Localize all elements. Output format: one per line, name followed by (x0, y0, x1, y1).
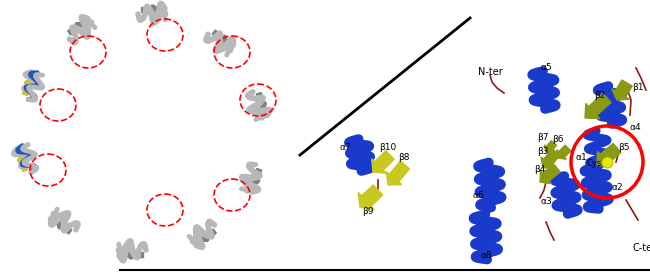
Polygon shape (589, 94, 611, 115)
Polygon shape (202, 234, 209, 241)
Polygon shape (372, 159, 386, 173)
Polygon shape (254, 169, 261, 180)
Text: β6: β6 (552, 136, 564, 144)
Polygon shape (361, 185, 383, 206)
Polygon shape (23, 84, 31, 95)
Polygon shape (57, 222, 64, 229)
Text: α1: α1 (575, 153, 587, 163)
Polygon shape (23, 82, 31, 94)
Polygon shape (131, 252, 141, 257)
Text: β2: β2 (594, 92, 606, 100)
Polygon shape (612, 89, 629, 100)
Polygon shape (544, 145, 553, 153)
Polygon shape (56, 221, 63, 228)
Polygon shape (389, 161, 410, 182)
Text: β4: β4 (534, 166, 546, 175)
Polygon shape (125, 251, 131, 259)
Text: C-ter: C-ter (633, 243, 650, 253)
Text: β1: β1 (632, 84, 643, 92)
Text: β7: β7 (538, 133, 549, 142)
Text: N-ter: N-ter (478, 67, 502, 77)
Polygon shape (600, 144, 621, 164)
Polygon shape (543, 164, 560, 181)
Polygon shape (253, 170, 261, 182)
Polygon shape (143, 7, 153, 12)
Polygon shape (258, 103, 266, 110)
Polygon shape (68, 25, 79, 35)
Text: β8: β8 (398, 153, 410, 163)
Polygon shape (252, 178, 260, 185)
Text: α8: α8 (480, 251, 492, 260)
Polygon shape (220, 35, 227, 42)
Polygon shape (18, 155, 26, 162)
Polygon shape (24, 79, 32, 86)
Polygon shape (256, 92, 265, 104)
Text: β5: β5 (618, 144, 630, 153)
Text: α4: α4 (629, 123, 641, 133)
Polygon shape (59, 223, 71, 233)
Text: β10: β10 (380, 144, 396, 153)
Polygon shape (257, 94, 265, 105)
Polygon shape (386, 171, 402, 185)
Polygon shape (60, 224, 72, 234)
Polygon shape (616, 80, 632, 97)
Polygon shape (258, 102, 266, 109)
Polygon shape (141, 7, 151, 12)
Polygon shape (25, 78, 32, 85)
Polygon shape (69, 24, 80, 34)
Text: α5: α5 (540, 64, 552, 73)
Polygon shape (252, 179, 259, 186)
Polygon shape (20, 159, 27, 170)
Polygon shape (541, 157, 554, 168)
Polygon shape (212, 30, 224, 40)
Polygon shape (213, 31, 225, 41)
Polygon shape (127, 251, 133, 259)
Polygon shape (201, 235, 208, 241)
Polygon shape (374, 151, 395, 170)
Polygon shape (205, 229, 216, 239)
Text: α7: α7 (339, 144, 351, 153)
Text: Cys: Cys (586, 160, 602, 169)
Text: β3: β3 (538, 147, 549, 156)
Polygon shape (75, 23, 82, 30)
Polygon shape (543, 149, 560, 166)
Polygon shape (204, 230, 215, 240)
Polygon shape (76, 23, 83, 29)
Polygon shape (133, 252, 143, 257)
Text: α3: α3 (540, 197, 552, 207)
Text: α2: α2 (611, 183, 623, 192)
Polygon shape (358, 192, 374, 210)
Polygon shape (151, 5, 157, 13)
Polygon shape (585, 103, 599, 119)
Polygon shape (597, 151, 610, 167)
Polygon shape (546, 141, 556, 151)
Polygon shape (153, 5, 159, 13)
Polygon shape (556, 150, 566, 159)
Polygon shape (18, 154, 25, 161)
Polygon shape (20, 160, 28, 172)
Polygon shape (540, 170, 551, 184)
Polygon shape (558, 145, 571, 157)
Polygon shape (221, 36, 228, 43)
Text: β9: β9 (362, 208, 374, 216)
Text: α6: α6 (472, 191, 484, 200)
